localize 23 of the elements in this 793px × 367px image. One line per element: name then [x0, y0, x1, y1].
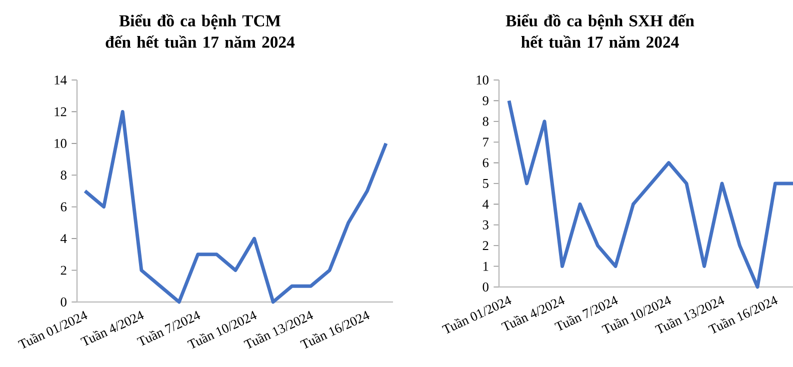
y-tick-label: 4	[482, 200, 489, 209]
y-tick-label: 2	[482, 241, 488, 250]
y-tick-label: 1	[483, 262, 488, 271]
y-tick-label: 10	[54, 138, 66, 148]
y-tick-label: 6	[482, 158, 489, 168]
y-tick-label: 5	[483, 179, 488, 188]
y-tick-label: 0	[482, 282, 488, 292]
chart-title: Biểu đồ ca bệnh SXH đến hết tuần 17 năm 2024	[506, 14, 694, 48]
y-tick-label: 12	[54, 107, 66, 116]
y-tick-label: 4	[60, 234, 67, 243]
y-tick-label: 0	[60, 297, 66, 306]
line-series	[507, 98, 793, 289]
y-tick-label: 8	[482, 116, 488, 126]
chart-title: Biểu đồ ca bệnh TCM đến hết tuần 17 năm 2024	[106, 14, 295, 48]
y-tick-label: 3	[482, 220, 488, 230]
y-tick-label: 6	[60, 202, 67, 212]
y-tick-label: 2	[60, 266, 66, 275]
y-tick-label: 14	[54, 76, 67, 84]
y-tick-label: 8	[60, 170, 66, 180]
y-tick-label: 10	[476, 75, 488, 84]
y-tick-label: 9	[482, 96, 488, 106]
y-tick-label: 7	[483, 138, 489, 146]
line-series	[83, 110, 388, 304]
